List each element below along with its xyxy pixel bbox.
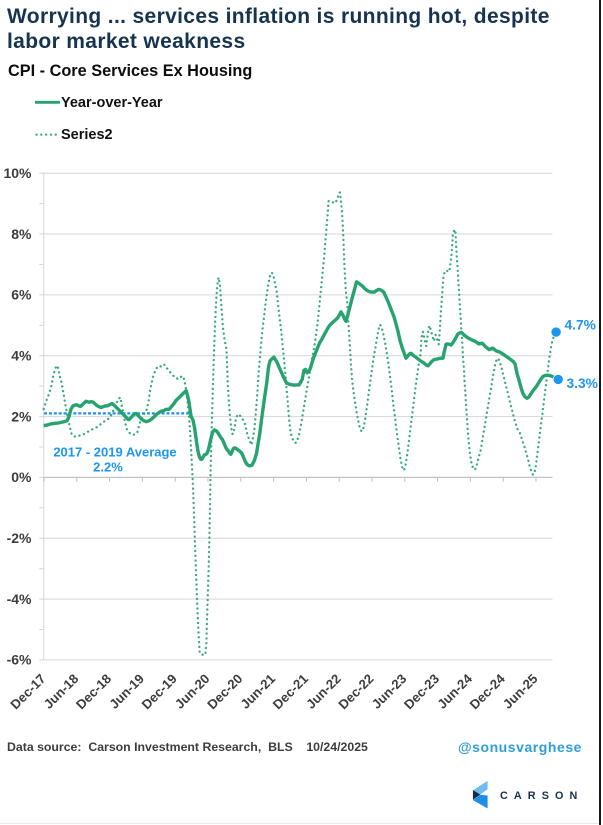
svg-text:10%: 10%: [3, 165, 32, 181]
svg-text:Dec-24: Dec-24: [467, 671, 509, 713]
svg-text:4.7%: 4.7%: [565, 318, 596, 333]
svg-text:2017 - 2019 Average: 2017 - 2019 Average: [53, 445, 176, 460]
svg-text:Dec-18: Dec-18: [73, 671, 114, 712]
svg-text:Dec-17: Dec-17: [7, 671, 48, 712]
svg-text:Jun-25: Jun-25: [500, 671, 541, 712]
svg-text:Dec-22: Dec-22: [335, 671, 376, 712]
svg-text:-2%: -2%: [7, 530, 32, 546]
svg-text:Dec-21: Dec-21: [270, 671, 311, 712]
svg-text:Jun-22: Jun-22: [303, 671, 344, 712]
svg-text:2.2%: 2.2%: [93, 460, 123, 475]
svg-text:0%: 0%: [11, 469, 32, 485]
svg-text:Dec-19: Dec-19: [139, 671, 180, 712]
svg-text:3.3%: 3.3%: [567, 376, 598, 391]
svg-text:-6%: -6%: [7, 652, 32, 668]
svg-text:-4%: -4%: [7, 591, 32, 607]
svg-text:8%: 8%: [11, 226, 32, 242]
svg-text:Jun-23: Jun-23: [369, 671, 410, 712]
svg-text:Jun-20: Jun-20: [172, 671, 213, 712]
svg-text:Jun-19: Jun-19: [106, 671, 147, 712]
svg-text:Dec-20: Dec-20: [204, 671, 245, 712]
svg-text:Jun-21: Jun-21: [238, 671, 279, 712]
svg-text:6%: 6%: [11, 287, 32, 303]
svg-text:Dec-23: Dec-23: [401, 671, 442, 712]
svg-text:Jun-18: Jun-18: [41, 671, 82, 712]
svg-text:4%: 4%: [11, 348, 32, 364]
svg-text:2%: 2%: [11, 408, 32, 424]
